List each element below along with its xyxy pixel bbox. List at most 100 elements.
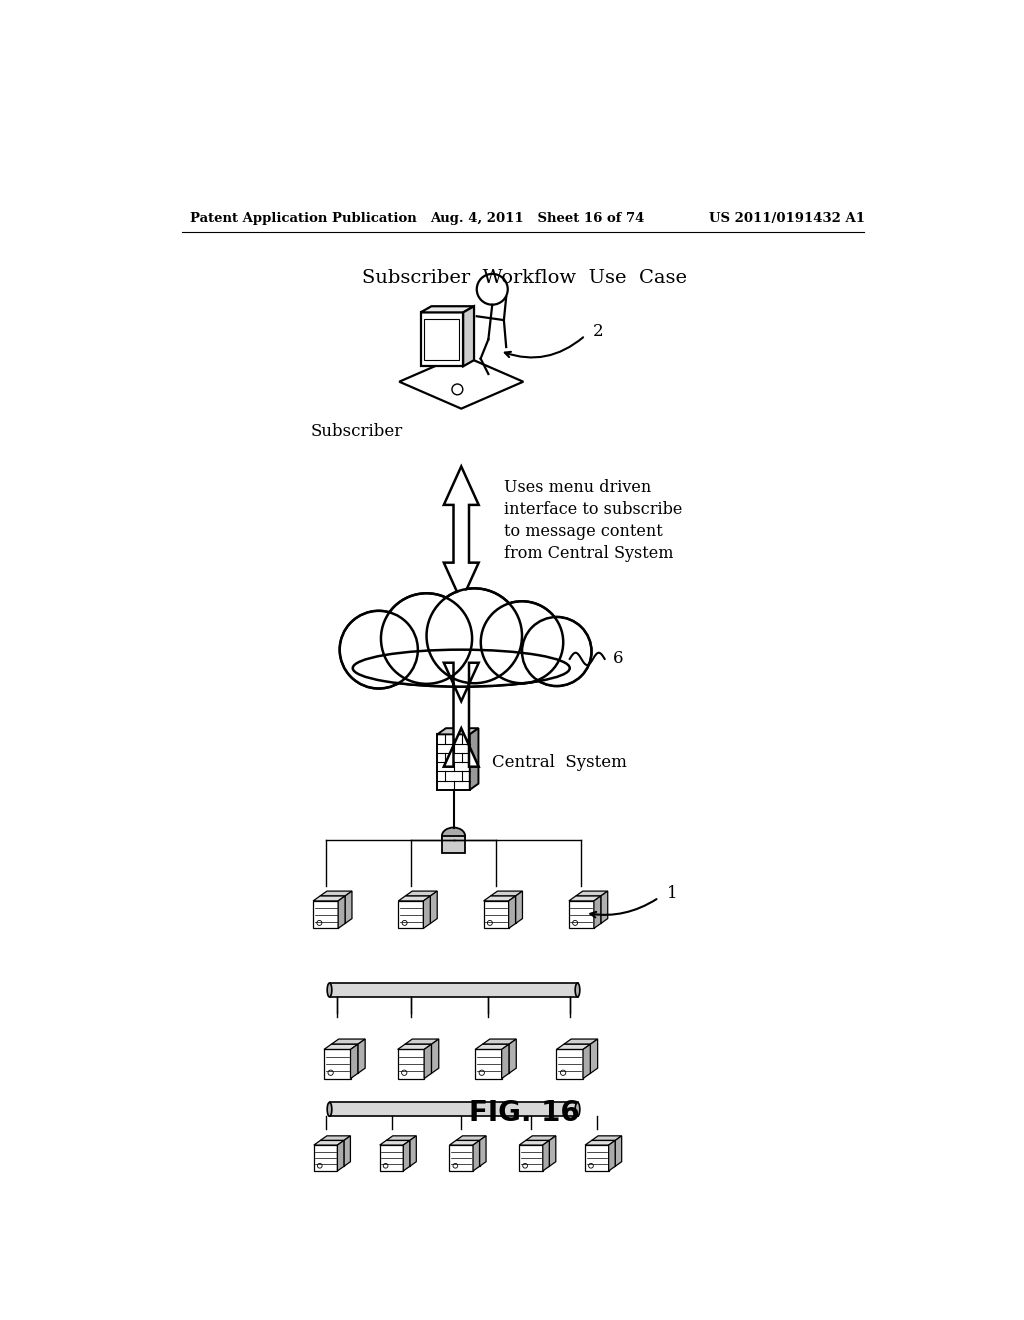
Polygon shape — [575, 896, 601, 924]
Polygon shape — [380, 1140, 410, 1144]
Polygon shape — [313, 896, 345, 902]
Circle shape — [487, 920, 493, 925]
Polygon shape — [406, 891, 437, 896]
Polygon shape — [430, 891, 437, 924]
Polygon shape — [421, 306, 474, 313]
Polygon shape — [564, 1044, 590, 1073]
Polygon shape — [592, 1140, 615, 1167]
Polygon shape — [590, 1039, 598, 1073]
Ellipse shape — [328, 983, 332, 997]
Polygon shape — [324, 1049, 350, 1078]
Polygon shape — [313, 1144, 337, 1171]
Circle shape — [341, 612, 417, 688]
Text: Central  System: Central System — [493, 754, 627, 771]
Polygon shape — [556, 1049, 583, 1078]
Polygon shape — [615, 1135, 622, 1167]
Polygon shape — [386, 1140, 410, 1167]
Polygon shape — [463, 306, 474, 367]
Text: US 2011/0191432 A1: US 2011/0191432 A1 — [710, 213, 865, 224]
Polygon shape — [404, 1044, 431, 1073]
Polygon shape — [483, 896, 515, 902]
Polygon shape — [443, 466, 478, 601]
Polygon shape — [583, 1044, 590, 1078]
Polygon shape — [509, 1039, 516, 1073]
Polygon shape — [421, 313, 463, 367]
Polygon shape — [585, 1144, 608, 1171]
Polygon shape — [525, 1135, 556, 1140]
Polygon shape — [519, 1140, 549, 1144]
Circle shape — [522, 616, 592, 686]
Polygon shape — [569, 896, 601, 902]
Polygon shape — [475, 1049, 502, 1078]
Polygon shape — [350, 1044, 357, 1078]
Polygon shape — [608, 1140, 615, 1171]
Polygon shape — [475, 1044, 509, 1049]
Circle shape — [428, 590, 520, 682]
FancyBboxPatch shape — [330, 1102, 578, 1117]
Polygon shape — [450, 1140, 479, 1144]
Polygon shape — [519, 1144, 543, 1171]
Polygon shape — [332, 1044, 357, 1073]
Polygon shape — [443, 663, 478, 767]
Polygon shape — [456, 1140, 479, 1167]
Text: Patent Application Publication: Patent Application Publication — [190, 213, 417, 224]
Polygon shape — [569, 902, 594, 928]
Text: INTERNET: INTERNET — [411, 649, 512, 668]
Polygon shape — [483, 902, 509, 928]
Text: 2: 2 — [593, 323, 603, 341]
Polygon shape — [398, 896, 430, 902]
Polygon shape — [410, 1135, 417, 1167]
Polygon shape — [397, 1049, 424, 1078]
Polygon shape — [344, 1135, 350, 1167]
Circle shape — [427, 589, 522, 684]
Circle shape — [402, 920, 408, 925]
Polygon shape — [564, 1039, 598, 1044]
Text: FIG. 16: FIG. 16 — [469, 1100, 581, 1127]
Circle shape — [589, 1163, 593, 1168]
Polygon shape — [338, 896, 345, 928]
Polygon shape — [398, 902, 423, 928]
Polygon shape — [321, 891, 352, 896]
Polygon shape — [397, 1044, 431, 1049]
Ellipse shape — [575, 1102, 580, 1117]
Circle shape — [401, 1071, 407, 1076]
Polygon shape — [543, 1140, 549, 1171]
Circle shape — [481, 602, 563, 684]
Polygon shape — [423, 896, 430, 928]
Circle shape — [328, 1071, 333, 1076]
Polygon shape — [490, 891, 522, 896]
Circle shape — [452, 384, 463, 395]
Polygon shape — [592, 1135, 622, 1140]
Polygon shape — [357, 1039, 366, 1073]
Circle shape — [317, 1163, 323, 1168]
Polygon shape — [345, 891, 352, 924]
Polygon shape — [450, 1144, 473, 1171]
Polygon shape — [509, 896, 515, 928]
Text: Subscriber  Workflow  Use  Case: Subscriber Workflow Use Case — [362, 269, 687, 286]
Polygon shape — [406, 896, 430, 924]
Text: Subscriber: Subscriber — [310, 424, 402, 441]
Text: 6: 6 — [612, 651, 623, 668]
Polygon shape — [403, 1140, 410, 1171]
Polygon shape — [470, 729, 478, 789]
Polygon shape — [437, 729, 478, 734]
Polygon shape — [556, 1044, 590, 1049]
Circle shape — [523, 1163, 527, 1168]
Polygon shape — [515, 891, 522, 924]
Polygon shape — [473, 1140, 479, 1171]
Polygon shape — [585, 1140, 615, 1144]
Circle shape — [477, 275, 508, 305]
Polygon shape — [324, 1044, 357, 1049]
Polygon shape — [437, 734, 470, 789]
Circle shape — [482, 602, 562, 682]
Polygon shape — [321, 896, 345, 924]
Polygon shape — [431, 1039, 438, 1073]
Polygon shape — [404, 1039, 438, 1044]
Circle shape — [382, 594, 471, 682]
FancyBboxPatch shape — [330, 983, 578, 997]
Circle shape — [560, 1071, 566, 1076]
Polygon shape — [313, 1140, 344, 1144]
Ellipse shape — [352, 649, 569, 686]
Polygon shape — [456, 1135, 486, 1140]
Polygon shape — [482, 1039, 516, 1044]
